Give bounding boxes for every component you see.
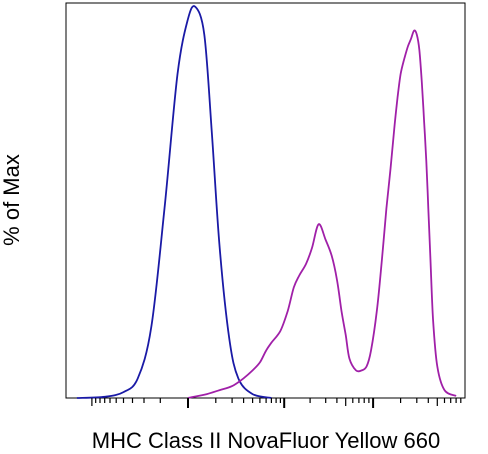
x-axis-ticks — [91, 398, 462, 408]
x-axis-title: MHC Class II NovaFluor Yellow 660 — [92, 428, 440, 453]
y-axis-title: % of Max — [0, 154, 24, 246]
histogram-series-1 — [76, 5, 272, 399]
plot-area — [76, 5, 457, 399]
histogram-series-2 — [187, 29, 457, 399]
plot-frame — [65, 2, 466, 399]
